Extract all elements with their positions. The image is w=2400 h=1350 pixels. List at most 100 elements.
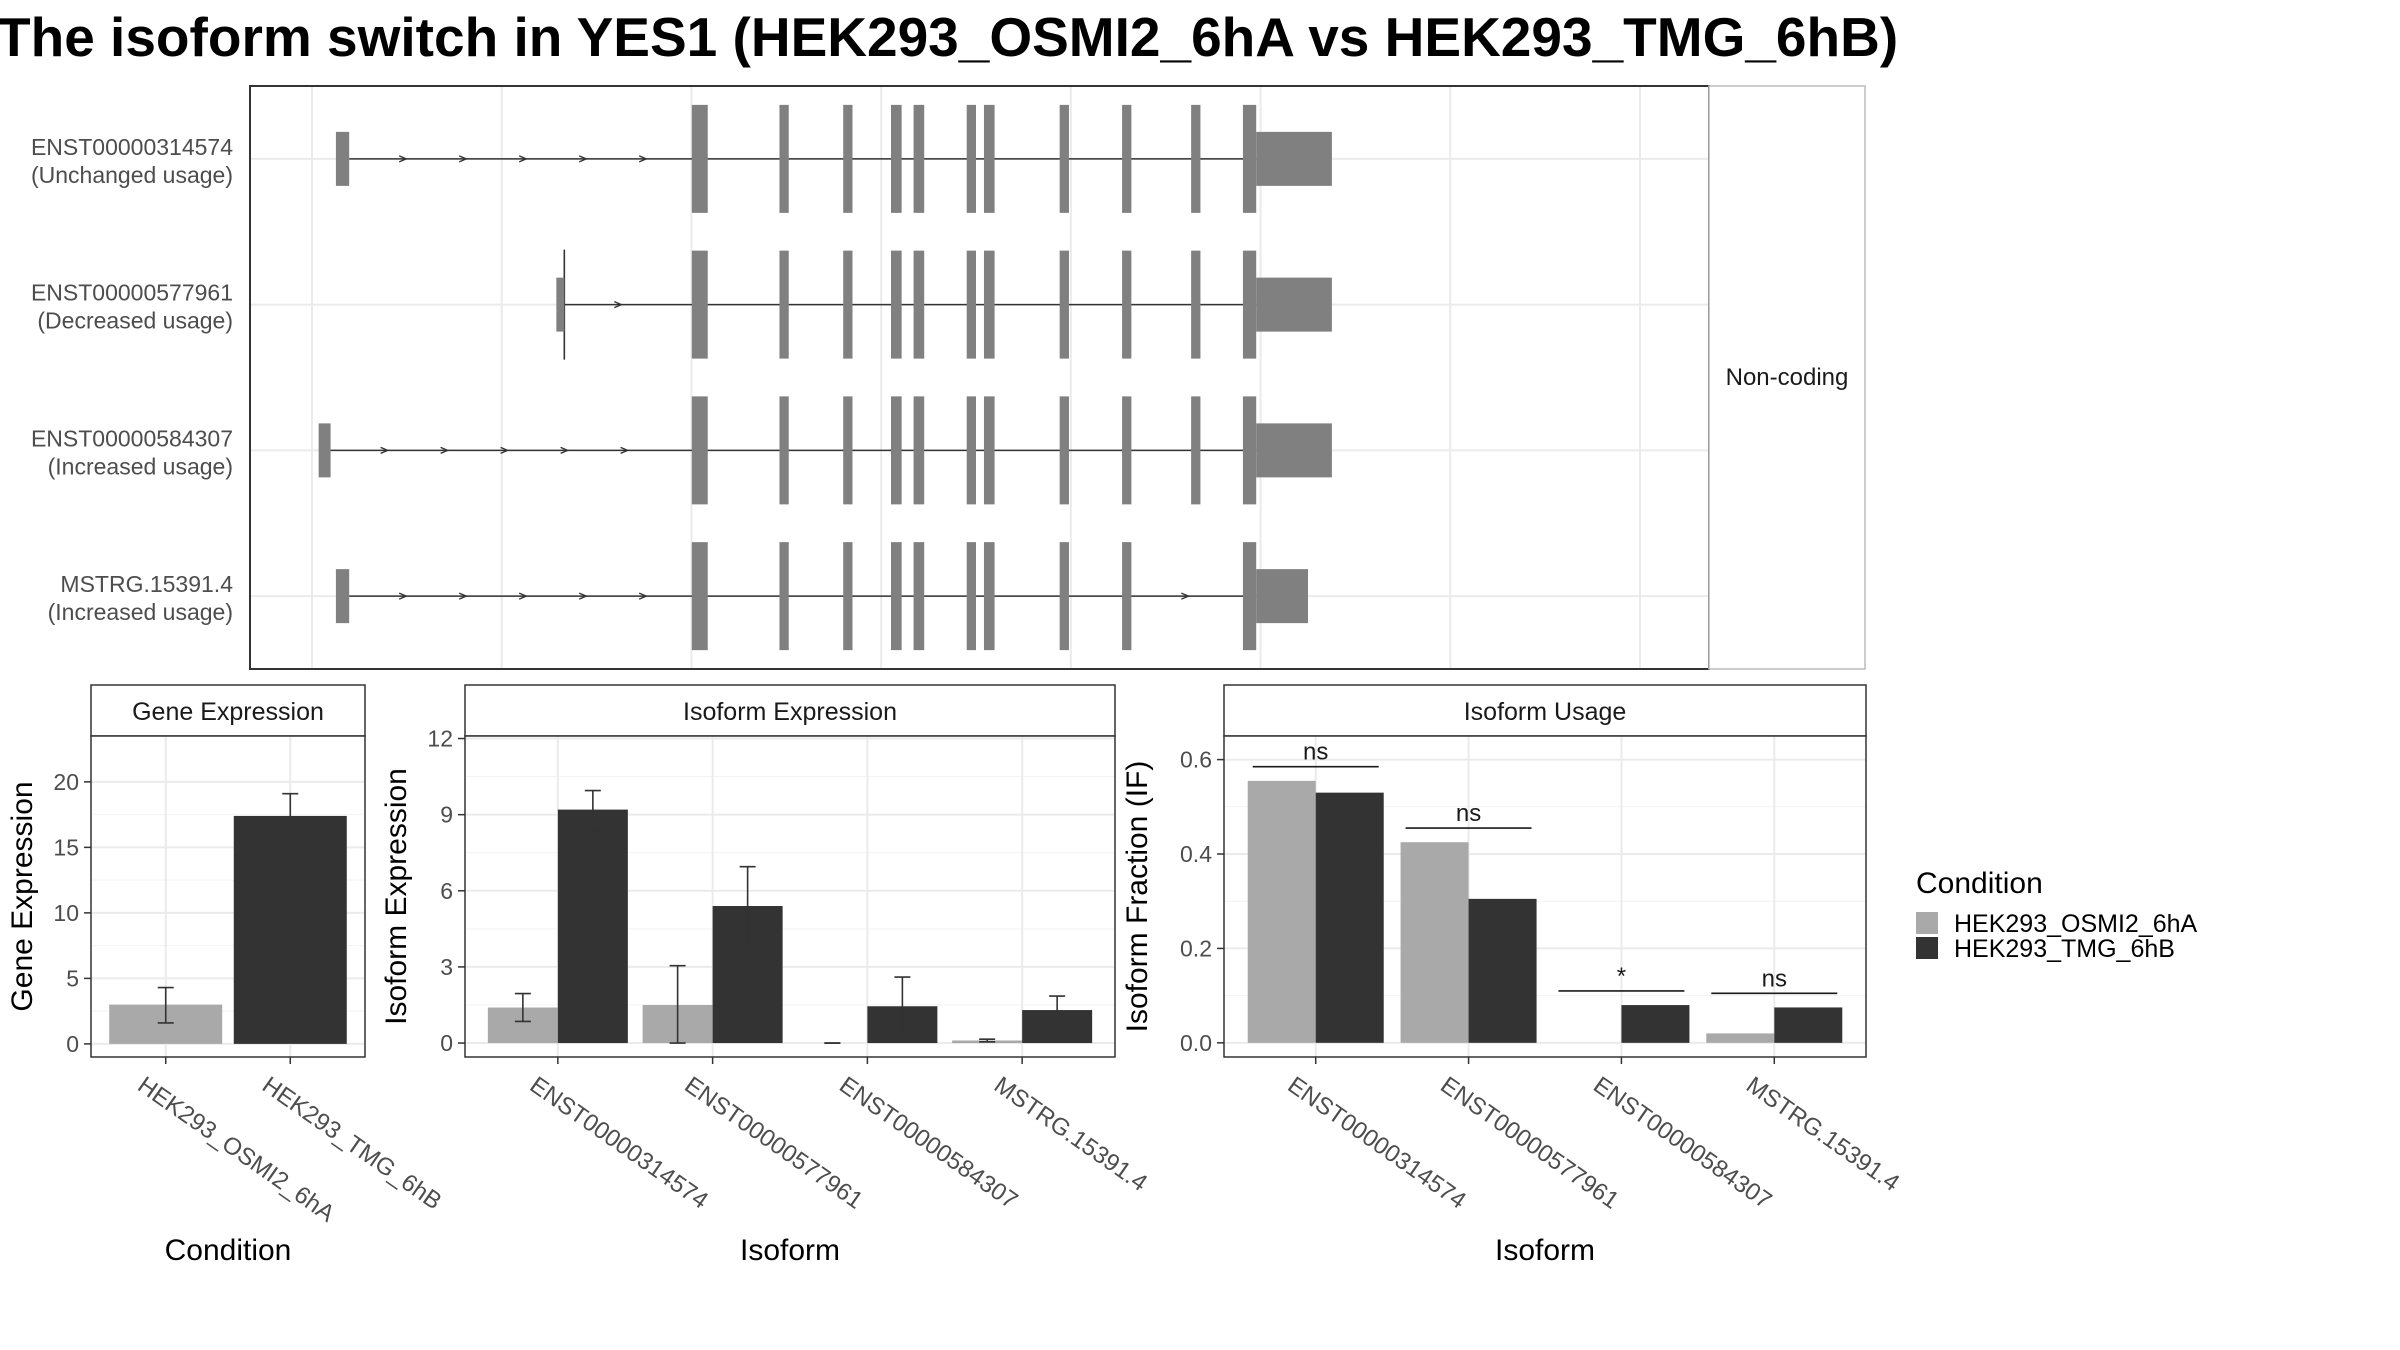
error-bar <box>1049 995 1066 1025</box>
exon-block <box>1122 250 1132 359</box>
exon-block <box>1122 104 1132 213</box>
y-axis-title: Isoform Expression <box>380 768 413 1025</box>
exon-block <box>779 542 789 651</box>
x-tick-label: MSTRG.15391.4 <box>989 1072 1152 1197</box>
exon-block <box>983 104 995 213</box>
intron-arrow <box>440 446 450 455</box>
exon-block <box>913 250 925 359</box>
intron-arrow <box>380 446 390 455</box>
exon-block <box>913 542 925 651</box>
y-tick-label: 0.4 <box>1180 841 1212 867</box>
exon-block <box>1256 277 1332 332</box>
transcript-track <box>556 249 1332 360</box>
exon-block <box>1059 250 1069 359</box>
exon-block <box>1122 542 1132 651</box>
transcript-track <box>335 104 1332 213</box>
transcript-usage-label: (Increased usage) <box>48 453 233 479</box>
bar <box>557 809 628 1044</box>
exon-block <box>1242 396 1257 505</box>
bar <box>1774 1007 1843 1043</box>
intron-arrow <box>518 592 528 600</box>
exon-block <box>1191 104 1201 213</box>
gene-expression-panel: Gene Expression05101520HEK293_OSMI2_6hAH… <box>6 684 446 1267</box>
significance-label: ns <box>1456 800 1481 827</box>
transcript-id-label: ENST00000577961 <box>31 280 233 306</box>
exon-block <box>966 104 976 213</box>
x-axis-title: Condition <box>165 1234 292 1267</box>
y-tick-label: 0.2 <box>1180 935 1212 961</box>
y-axis-title: Isoform Fraction (IF) <box>1121 761 1154 1033</box>
exon-block <box>913 396 925 505</box>
exon-block <box>691 542 708 651</box>
exon-block <box>1191 250 1201 359</box>
exon-block <box>1242 104 1257 213</box>
intron-arrow <box>620 446 630 455</box>
bar <box>1706 1033 1775 1043</box>
exon-block <box>1256 423 1332 478</box>
exon-block <box>843 542 853 651</box>
facet-label: Non-coding <box>1726 364 1849 391</box>
exon-block <box>1242 250 1257 359</box>
legend-label-b: HEK293_TMG_6hB <box>1954 935 2175 963</box>
intron-arrow <box>578 155 588 163</box>
significance-label: ns <box>1762 965 1787 992</box>
exon-block <box>891 104 902 213</box>
y-tick-label: 0 <box>66 1031 79 1057</box>
exon-block <box>1256 569 1308 624</box>
significance-label: ns <box>1303 739 1328 766</box>
transcript-id-label: ENST00000314574 <box>31 134 233 160</box>
exon-block <box>691 104 708 213</box>
exon-block <box>335 131 350 186</box>
y-tick-label: 3 <box>440 954 453 980</box>
exon-block <box>1122 396 1132 505</box>
bar <box>1247 780 1316 1043</box>
bar <box>233 815 347 1044</box>
error-bar <box>282 792 299 838</box>
exon-block <box>966 396 976 505</box>
y-tick-label: 10 <box>53 900 79 926</box>
exon-block <box>843 104 853 213</box>
transcript-usage-label: (Unchanged usage) <box>31 162 233 188</box>
panel-border <box>90 735 366 1058</box>
x-axis-title: Isoform <box>1495 1234 1595 1267</box>
x-axis-title: Isoform <box>740 1234 840 1267</box>
intron-arrow <box>638 592 648 600</box>
exon-block <box>1256 131 1332 186</box>
legend-title: Condition <box>1916 867 2043 900</box>
panel-border <box>464 735 1116 1058</box>
exon-block <box>966 542 976 651</box>
exon-block <box>891 542 902 651</box>
facet-strip <box>1708 85 1866 670</box>
exon-block <box>335 569 350 624</box>
exon-block <box>983 396 995 505</box>
y-tick-label: 5 <box>66 965 79 991</box>
exon-block <box>779 396 789 505</box>
y-tick-label: 9 <box>440 802 453 828</box>
panel-border <box>1223 735 1867 1058</box>
legend-swatch-b <box>1916 937 1938 959</box>
exon-block <box>691 396 708 505</box>
error-bar <box>584 789 601 831</box>
transcript-usage-label: (Decreased usage) <box>37 308 233 334</box>
panel-title: Gene Expression <box>132 698 324 726</box>
y-tick-label: 0 <box>440 1030 453 1056</box>
error-bar <box>979 1038 996 1043</box>
legend-swatch-a <box>1916 912 1938 934</box>
exon-block <box>779 104 789 213</box>
figure-title: The isoform switch in YES1 (HEK293_OSMI2… <box>0 6 1898 68</box>
exon-block <box>1242 542 1257 651</box>
legend: Condition HEK293_OSMI2_6hA HEK293_TMG_6h… <box>1916 867 2198 963</box>
exon-block <box>843 250 853 359</box>
y-tick-label: 12 <box>427 726 453 752</box>
isoform-expression-panel: Isoform Expression036912ENST00000314574E… <box>380 684 1152 1267</box>
bar <box>1468 898 1537 1043</box>
error-bar <box>894 976 911 1035</box>
exon-block <box>983 250 995 359</box>
exon-block <box>1059 396 1069 505</box>
exon-block <box>318 423 331 478</box>
error-bar <box>669 964 686 1044</box>
error-bar <box>157 986 174 1024</box>
exon-block <box>983 542 995 651</box>
exon-block <box>1059 542 1069 651</box>
